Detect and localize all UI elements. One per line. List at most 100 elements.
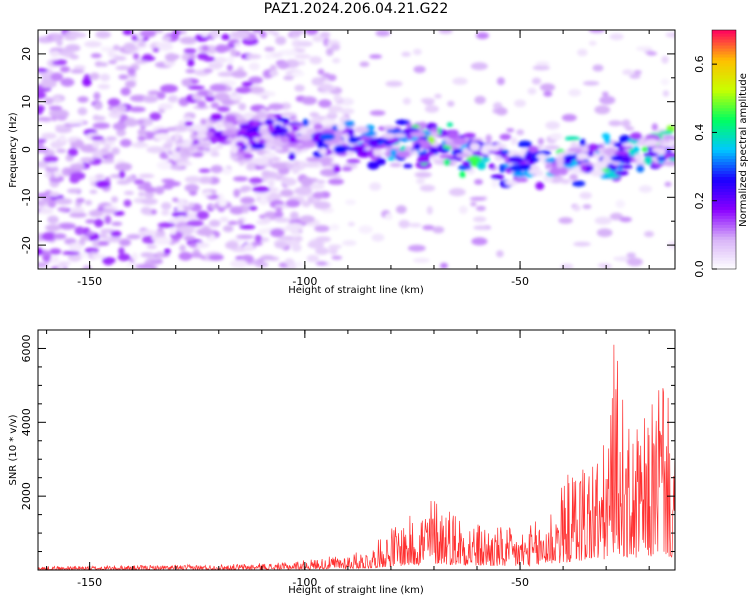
signal-blob: [621, 155, 632, 163]
colorbar-swatch: [712, 212, 736, 216]
signal-blob: [634, 153, 643, 161]
noise-blob: [217, 71, 234, 77]
colorbar-swatch: [712, 77, 736, 82]
noise-blob: [313, 201, 331, 210]
noise-blob: [70, 207, 85, 213]
noise-blob: [221, 33, 231, 41]
colorbar-swatch: [712, 86, 736, 91]
noise-blob: [67, 148, 79, 157]
noise-blob: [163, 60, 176, 67]
noise-blob: [142, 95, 158, 103]
noise-blob: [161, 35, 172, 42]
y-tick-label: 10: [20, 95, 33, 109]
noise-blob: [89, 189, 98, 194]
y-tick-label: 0: [20, 146, 33, 153]
noise-blob: [662, 90, 670, 97]
colorbar-swatch: [712, 263, 736, 267]
noise-blob: [38, 262, 48, 268]
signal-blob: [177, 124, 185, 131]
noise-blob: [160, 84, 178, 93]
colorbar-swatch: [712, 260, 736, 264]
signal-blob: [636, 164, 645, 173]
signal-blob: [258, 128, 270, 135]
signal-blob: [519, 163, 530, 171]
signal-blob: [528, 145, 539, 153]
colorbar-swatch: [712, 62, 736, 67]
noise-blob: [57, 207, 69, 212]
colorbar-swatch: [712, 179, 736, 183]
signal-blob: [275, 117, 290, 123]
noise-blob: [448, 188, 466, 197]
noise-blob: [69, 54, 79, 60]
noise-blob: [201, 191, 213, 196]
colorbar-swatch: [712, 113, 736, 118]
noise-blob: [473, 216, 487, 223]
noise-blob: [88, 175, 98, 182]
noise-blob: [285, 222, 304, 232]
noise-blob: [263, 151, 277, 159]
colorbar-swatch: [712, 152, 736, 157]
noise-blob: [84, 200, 93, 206]
noise-blob: [154, 237, 172, 245]
signal-blob: [643, 156, 653, 165]
noise-blob: [113, 210, 125, 216]
noise-blob: [117, 253, 131, 262]
noise-blob: [119, 238, 131, 247]
colorbar-swatch: [712, 227, 736, 231]
noise-blob: [141, 198, 158, 205]
noise-blob: [197, 53, 209, 60]
noise-blob: [90, 53, 102, 59]
signal-blob: [431, 127, 438, 133]
noise-blob: [116, 179, 130, 185]
noise-blob: [152, 47, 160, 53]
signal-blob: [333, 144, 347, 154]
colorbar-tick-label: 0.0: [693, 260, 706, 278]
signal-blob: [354, 126, 369, 134]
signal-blob: [393, 133, 407, 138]
noise-blob: [122, 30, 133, 36]
noise-blob: [38, 247, 43, 256]
noise-blob: [314, 225, 330, 233]
signal-blob: [221, 129, 238, 136]
noise-blob: [476, 32, 489, 40]
signal-blob: [267, 123, 275, 133]
signal-blob: [390, 149, 397, 157]
noise-blob: [156, 129, 169, 134]
colorbar-swatch: [712, 200, 736, 204]
colorbar-swatch: [712, 239, 736, 243]
noise-blob: [205, 96, 215, 102]
x-tick-label: -100: [292, 576, 317, 589]
noise-blob: [409, 223, 422, 228]
signal-blob: [544, 157, 558, 163]
spectrogram-heatmap: [38, 30, 675, 269]
noise-blob: [291, 166, 300, 174]
colorbar-swatch: [712, 236, 736, 240]
noise-blob: [116, 129, 126, 137]
noise-blob: [266, 91, 276, 97]
noise-blob: [358, 225, 373, 234]
noise-blob: [646, 51, 658, 56]
noise-blob: [319, 86, 337, 91]
noise-blob: [229, 94, 243, 101]
noise-blob: [561, 114, 577, 122]
signal-blob: [668, 140, 675, 148]
signal-blob: [179, 154, 190, 159]
signal-blob: [488, 163, 496, 170]
noise-blob: [371, 233, 385, 242]
noise-blob: [327, 74, 337, 82]
noise-blob: [93, 92, 101, 101]
noise-blob: [359, 61, 370, 67]
noise-blob: [248, 205, 258, 211]
signal-blob: [560, 179, 571, 184]
noise-blob: [187, 85, 205, 90]
noise-blob: [608, 120, 623, 127]
signal-blob: [252, 120, 260, 127]
noise-blob: [140, 56, 156, 61]
noise-blob: [67, 188, 81, 194]
signal-blob: [402, 163, 413, 169]
noise-blob: [496, 77, 505, 86]
signal-blob: [387, 156, 396, 161]
signal-blob: [512, 171, 527, 178]
noise-blob: [369, 54, 382, 59]
x-tick-label: -150: [77, 576, 102, 589]
